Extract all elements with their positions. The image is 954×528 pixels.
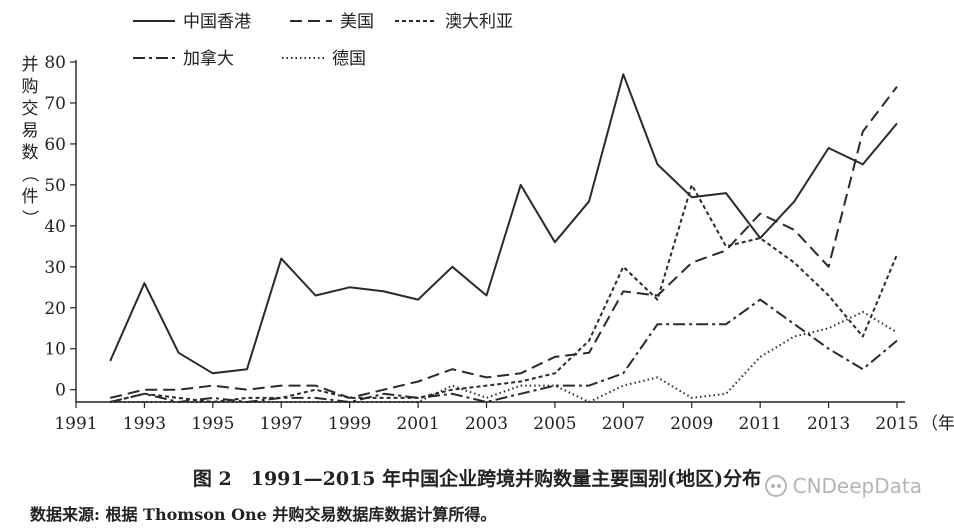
legend-label-1: 中国香港 <box>183 12 251 32</box>
series-line-1 <box>109 73 898 375</box>
source-note: 数据来源: 根据 Thomson One 并购交易数据库数据计算所得。 <box>30 505 497 524</box>
wechat-icon <box>764 475 787 497</box>
y-axis-label-char: 易 <box>22 121 39 141</box>
y-tick-label: 30 <box>44 258 66 278</box>
line-chart: 0 10 20 30 40 50 60 70 80 1991 1993 1995 1997 1999 200… <box>19 12 954 434</box>
y-tick-label: 10 <box>44 340 66 360</box>
x-axis-label: （年份） <box>921 414 954 434</box>
y-tick-label: 0 <box>55 381 66 401</box>
legend-label-3: 澳大利亚 <box>445 12 513 32</box>
x-tick-label: 2015 <box>875 414 918 434</box>
figure-caption: 图 2 1991—2015 年中国企业跨境并购数量主要国别(地区)分布 <box>192 468 762 490</box>
legend-label-2: 美国 <box>340 12 374 32</box>
y-tick-label: 70 <box>44 94 66 114</box>
y-axis-label-char: （ <box>19 166 39 183</box>
x-tick-label: 1995 <box>191 414 234 434</box>
y-tick-label: 80 <box>44 53 66 73</box>
y-tick-label: 50 <box>44 176 66 196</box>
x-tick-label: 1997 <box>260 414 303 434</box>
y-axis-label-char: 数 <box>22 143 39 163</box>
legend-label-5: 德国 <box>332 49 366 69</box>
y-tick-label: 60 <box>44 135 66 155</box>
x-tick-label: 2011 <box>739 414 782 434</box>
x-tick-label: 2009 <box>670 414 713 434</box>
legend-label-4: 加拿大 <box>183 48 234 69</box>
y-axis-label-char: 并 <box>22 55 39 75</box>
y-tick-label: 40 <box>44 217 66 237</box>
x-tick-label: 2007 <box>602 414 645 434</box>
x-tick-label: 2001 <box>396 414 439 434</box>
series-line-2 <box>109 85 898 399</box>
watermark-text: CNDeepData <box>792 474 922 498</box>
y-axis-label-char: 交 <box>22 99 39 119</box>
y-tick-label: 20 <box>44 299 66 319</box>
y-axis-label-char: ） <box>19 210 39 227</box>
y-axis-label-char: 购 <box>22 77 39 97</box>
x-tick-label: 1993 <box>123 414 166 434</box>
y-axis-label-char: 件 <box>22 187 39 207</box>
x-tick-label: 1999 <box>328 414 371 434</box>
watermark: CNDeepData <box>764 474 922 498</box>
series-line-5 <box>110 310 898 403</box>
x-tick-label: 2013 <box>807 414 850 434</box>
x-tick-label: 2003 <box>465 414 508 434</box>
x-tick-label: 1991 <box>54 414 97 434</box>
x-tick-label: 2005 <box>533 414 576 434</box>
